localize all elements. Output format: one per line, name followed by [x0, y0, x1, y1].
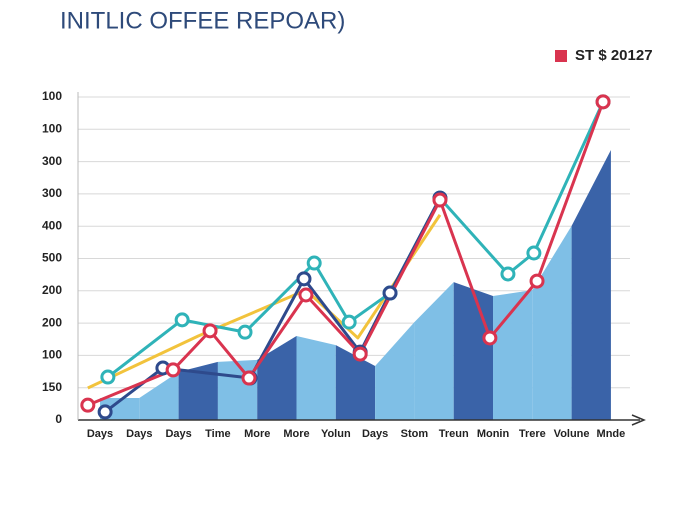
x-tick-label: More [283, 428, 309, 440]
x-tick-label: Days [126, 428, 152, 440]
line-marker [237, 324, 253, 340]
x-tick-label: Yolun [321, 428, 351, 440]
area-segment [532, 225, 572, 420]
line-marker [97, 404, 113, 420]
y-tick-label: 500 [42, 251, 62, 265]
line-marker [526, 245, 542, 261]
area-segment [375, 322, 415, 420]
area-segment [296, 336, 336, 420]
y-tick-label: 200 [42, 315, 62, 329]
line-marker [529, 273, 545, 289]
line-marker [352, 346, 368, 362]
line-marker [341, 314, 357, 330]
line-marker [482, 330, 498, 346]
y-tick-label: 200 [42, 283, 62, 297]
area-segment [257, 336, 297, 420]
line-marker [306, 255, 322, 271]
line-marker [500, 266, 516, 282]
y-tick-label: 300 [42, 186, 62, 200]
y-tick-label: 100 [42, 89, 62, 103]
line-marker [80, 397, 96, 413]
line-marker [595, 94, 611, 110]
line-marker [241, 370, 257, 386]
area-segment [453, 282, 494, 420]
line-marker [382, 285, 398, 301]
area-segment [217, 359, 258, 420]
y-tick-label: 100 [42, 348, 62, 362]
y-tick-label: 150 [42, 380, 62, 394]
x-tick-label: Trere [519, 428, 546, 440]
x-tick-label: Treun [439, 428, 469, 440]
line-marker [100, 369, 116, 385]
x-tick-label: Days [362, 428, 388, 440]
legend-label: ST $ 20127 [575, 47, 653, 64]
x-tick-label: Time [205, 428, 230, 440]
line-marker [174, 312, 190, 328]
area-segment [178, 361, 218, 420]
chart-title: INITLIC OFFEE REPOAR) [60, 7, 345, 34]
line-series [87, 101, 605, 407]
line-marker [298, 287, 314, 303]
x-axis-arrow [631, 414, 646, 426]
y-tick-label: 0 [55, 412, 62, 426]
y-tick-label: 100 [42, 121, 62, 135]
x-tick-label: Mnde [597, 428, 626, 440]
area-segment [414, 282, 454, 420]
area-segment [335, 345, 376, 420]
area-segment [571, 149, 611, 421]
y-tick-label: 300 [42, 154, 62, 168]
area-segment [139, 371, 179, 420]
line-marker [202, 323, 218, 339]
y-tick-label: 400 [42, 218, 62, 232]
x-tick-label: Days [87, 428, 113, 440]
line-marker [432, 192, 448, 208]
x-tick-label: More [244, 428, 270, 440]
x-tick-label: Stom [401, 428, 429, 440]
line-marker [296, 271, 312, 287]
legend-swatch [555, 50, 567, 62]
x-tick-label: Monin [477, 428, 510, 440]
x-tick-label: Volune [554, 428, 590, 440]
x-tick-label: Days [165, 428, 191, 440]
line-marker [165, 362, 181, 378]
